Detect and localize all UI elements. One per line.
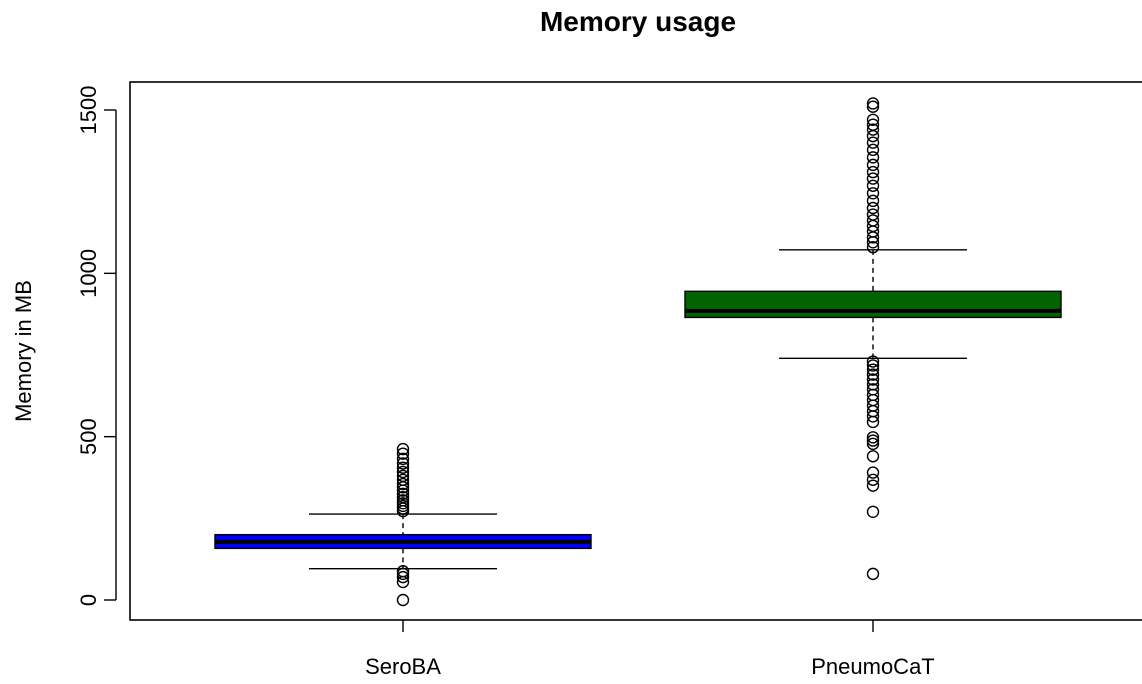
outlier-point	[866, 240, 880, 254]
outlier-point	[866, 479, 880, 492]
outlier-point	[866, 378, 880, 391]
outlier-point	[866, 113, 880, 127]
outlier-point	[866, 450, 880, 463]
outlier-point	[396, 457, 410, 470]
outlier-point	[866, 505, 880, 518]
y-axis-label: Memory in MB	[11, 280, 36, 422]
outlier-point	[866, 466, 880, 479]
outlier-point	[866, 208, 880, 221]
outlier-point	[866, 123, 880, 136]
outlier-point	[866, 172, 880, 185]
outlier-point	[396, 494, 410, 507]
box-pneumocat	[684, 97, 1062, 581]
outlier-point	[396, 593, 410, 607]
outlier-point	[866, 165, 880, 179]
outlier-point	[396, 490, 410, 504]
chart-title: Memory usage	[540, 6, 736, 37]
outlier-point	[866, 363, 880, 376]
outlier-point	[396, 477, 410, 491]
y-tick-label: 500	[76, 418, 101, 455]
outlier-point	[866, 158, 880, 172]
outlier-point	[866, 383, 880, 396]
outlier-point	[866, 151, 880, 164]
outlier-point	[866, 355, 880, 368]
box-seroba	[214, 442, 592, 607]
y-tick-label: 0	[76, 594, 101, 606]
x-tick-label: SeroBA	[365, 654, 441, 679]
outlier-point	[866, 473, 880, 486]
outlier-point	[866, 201, 880, 215]
outlier-point	[396, 442, 410, 456]
outlier-point	[866, 373, 880, 386]
outlier-point	[866, 97, 880, 110]
outlier-point	[396, 473, 410, 486]
outlier-point	[866, 136, 880, 149]
outlier-point	[866, 143, 880, 157]
outlier-point	[866, 431, 880, 444]
outlier-point	[866, 179, 880, 192]
outlier-point	[866, 187, 880, 200]
outlier-point	[396, 570, 410, 584]
outlier-point	[866, 434, 880, 447]
outlier-point	[866, 194, 880, 208]
outlier-point	[866, 437, 880, 451]
y-tick-label: 1000	[76, 249, 101, 298]
plot-frame	[129, 81, 1142, 621]
outlier-point	[396, 497, 410, 510]
box-iqr	[684, 290, 1062, 319]
outlier-point	[866, 359, 880, 372]
outlier-point	[396, 447, 410, 460]
outlier-point	[396, 461, 410, 474]
outlier-point	[866, 368, 880, 381]
x-tick-label: PneumoCaT	[811, 654, 935, 679]
outlier-point	[396, 469, 410, 483]
outlier-point	[396, 565, 410, 578]
outlier-point	[866, 567, 880, 581]
outlier-point	[396, 487, 410, 501]
y-tick-label: 1500	[76, 86, 101, 135]
outlier-point	[866, 214, 880, 227]
box-plots	[214, 97, 1062, 607]
x-axis: SeroBA PneumoCaT	[365, 620, 935, 679]
outlier-point	[866, 129, 880, 143]
y-axis: 0 500 1000 1500	[76, 86, 117, 606]
outlier-point	[866, 118, 880, 131]
outlier-point	[396, 452, 410, 466]
outlier-point	[396, 465, 410, 479]
outlier-point	[866, 100, 880, 113]
